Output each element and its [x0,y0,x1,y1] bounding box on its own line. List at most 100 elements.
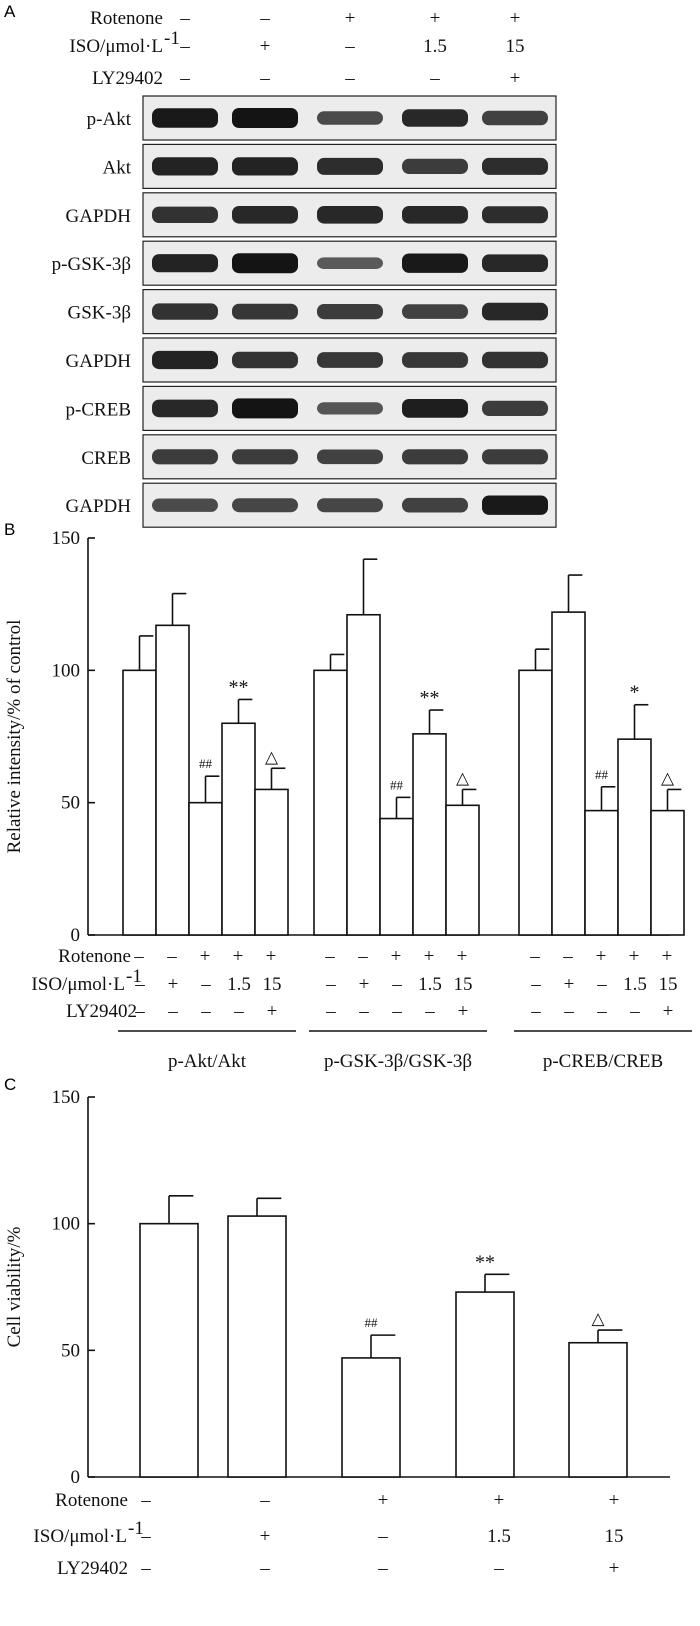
condition-value-ly-3: – [344,68,355,89]
blot-row-label: GAPDH [66,496,132,517]
condition-value-iso-5: 15 [506,36,525,57]
b-condition-value: – [200,1001,211,1022]
c-condition-label-ly: LY29402 [57,1558,128,1579]
blot-band [232,303,298,320]
b-condition-value: 15 [454,974,473,995]
group-label: p-GSK-3β/GSK-3β [324,1051,472,1072]
blot-row-label: Akt [103,157,132,178]
blot-band [317,304,383,320]
b-iso-unit-superscript: -1 [126,966,142,987]
b-condition-value: + [391,946,402,967]
bar [155,624,190,936]
significance-mark: ## [199,756,213,771]
bar-group: ## * △ [518,574,685,936]
group-label: p-Akt/Akt [168,1051,247,1072]
condition-label-ly: LY29402 [92,68,163,89]
b-condition-value: – [391,1001,402,1022]
c-condition-value: – [493,1558,504,1579]
b-condition-value: – [325,1001,336,1022]
b-condition-value: – [563,1001,574,1022]
significance-mark: △ [265,747,279,766]
b-condition-value: + [564,974,575,995]
b-condition-value: – [530,1001,541,1022]
blot-band [402,449,468,465]
c-condition-value: + [378,1490,389,1511]
b-condition-value: – [325,974,336,995]
bar [346,613,381,936]
b-condition-value: – [596,1001,607,1022]
blot-band [317,257,383,269]
blot-band [232,398,298,419]
panel-letter-c: C [4,1075,16,1094]
blot-band [482,449,548,465]
significance-mark: △ [456,768,470,787]
significance-mark: △ [661,768,675,787]
b-condition-value: – [357,946,368,967]
significance-mark: ** [475,1251,495,1273]
c-condition-value: – [259,1558,270,1579]
bar [254,788,289,936]
c-condition-value: + [494,1490,505,1511]
condition-value-ly-5: + [510,68,521,89]
blot-row: GAPDH [66,482,557,528]
c-condition-value: 15 [605,1526,624,1547]
c-condition-value: + [609,1490,620,1511]
condition-value-iso-4: 1.5 [423,36,447,57]
c-condition-value: 1.5 [487,1526,511,1547]
y-tick-label: 150 [52,1087,81,1108]
b-condition-value: + [267,1001,278,1022]
b-condition-value: 15 [263,974,282,995]
b-condition-value: + [596,946,607,967]
b-condition-value: + [266,946,277,967]
blot-band [482,206,548,224]
panel-letter-a: A [4,2,16,21]
b-condition-value: – [529,946,540,967]
significance-mark: ## [390,777,404,792]
blot-band [317,352,383,368]
b-condition-value: – [391,974,402,995]
b-condition-value: – [596,974,607,995]
condition-value-iso-1: – [179,36,190,57]
b-condition-value: – [530,974,541,995]
significance-mark: △ [591,1309,605,1328]
condition-label-iso: ISO/μmol·L [69,36,163,57]
blot-band [317,402,383,415]
y-tick-label: 0 [71,925,81,946]
c-iso-unit-superscript: -1 [128,1518,144,1539]
condition-value-iso-3: – [344,36,355,57]
blot-row: CREB [81,434,557,480]
blot-band [232,449,298,465]
bar [617,738,652,936]
blot-band [152,350,218,370]
bar [584,809,619,936]
b-condition-value: – [200,974,211,995]
blot-row-label: CREB [81,448,131,469]
bar [518,669,553,936]
c-condition-value: – [377,1526,388,1547]
significance-mark: ** [229,676,249,698]
blot-band [482,495,548,515]
blot-row: p-Akt [87,95,557,141]
bar [139,1222,199,1478]
blot-band [402,352,468,368]
blot-band [402,399,468,418]
blot-band [232,206,298,224]
b-condition-value: – [324,946,335,967]
c-condition-value: – [140,1490,151,1511]
b-condition-value: + [168,974,179,995]
condition-value-iso-2: + [260,36,271,57]
blot-band [152,254,218,273]
condition-value-rotenone-4: + [430,8,441,29]
b-condition-value: + [662,946,673,967]
bar [341,1357,401,1478]
blot-band [232,108,298,128]
y-axis-title: Relative intensity/% of control [4,620,25,854]
group-label: p-CREB/CREB [543,1051,663,1072]
c-condition-label-rotenone: Rotenone [55,1490,128,1511]
bar [445,804,480,936]
blot-row: GSK-3β [67,289,557,335]
blot-band [482,302,548,321]
b-condition-value: – [134,1001,145,1022]
c-condition-value: + [260,1526,271,1547]
condition-value-rotenone-5: + [510,8,521,29]
